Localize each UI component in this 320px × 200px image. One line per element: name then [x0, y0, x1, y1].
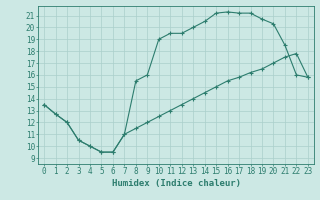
X-axis label: Humidex (Indice chaleur): Humidex (Indice chaleur)	[111, 179, 241, 188]
